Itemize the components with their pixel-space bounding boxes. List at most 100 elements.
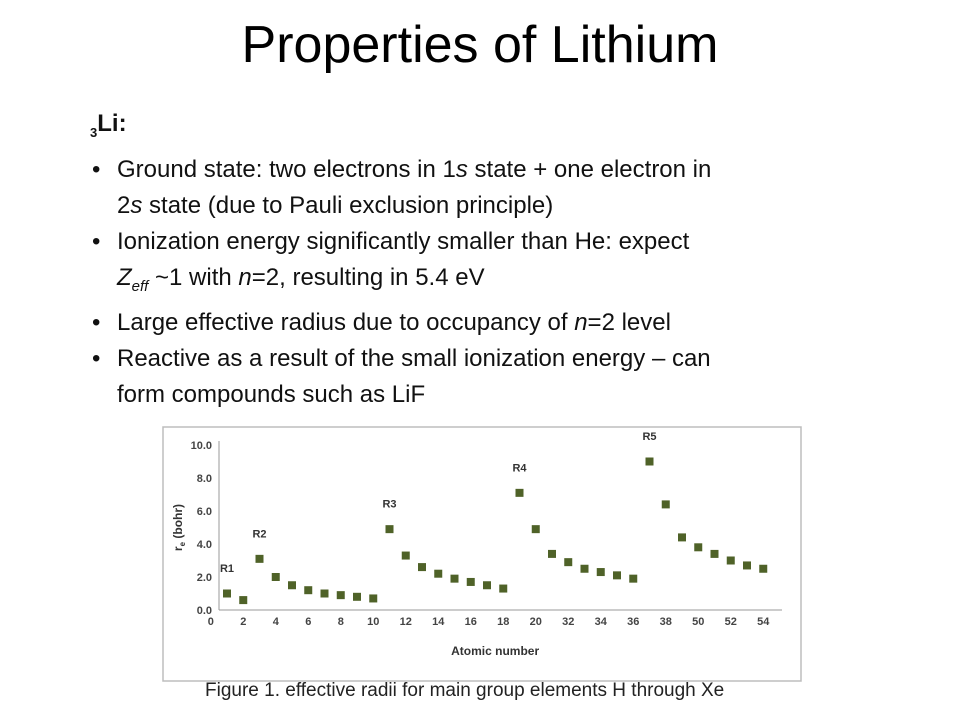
bullet-text: =2 level (587, 308, 671, 336)
chart-frame (162, 426, 802, 682)
bullet-text: state + one electron in (467, 155, 712, 183)
data-point-2 (239, 596, 248, 605)
data-point-32 (564, 558, 573, 567)
bullet-ground-state: • Ground state: two electrons in 1s stat… (90, 152, 890, 224)
data-point-16 (466, 577, 475, 586)
data-point-9 (353, 592, 361, 601)
data-point-51 (710, 549, 719, 558)
y-axis-label-unit: (bohr) (171, 504, 185, 542)
atomic-number-subscript: 3 (90, 124, 98, 140)
bullet-reactivity: • Reactive as a result of the small ioni… (90, 341, 890, 413)
x-tick-label: 12 (400, 616, 412, 628)
data-point-14 (434, 569, 443, 578)
italic-text: s (130, 191, 143, 219)
period-label-r4: R4 (512, 462, 527, 474)
data-point-35 (613, 571, 621, 580)
x-tick-label: 10 (367, 616, 379, 628)
data-point-4 (271, 573, 280, 581)
period-label-r1: R1 (220, 563, 234, 575)
data-point-12 (401, 551, 410, 560)
data-point-37 (645, 457, 654, 466)
bullet-effective-radius: • Large effective radius due to occupanc… (90, 305, 890, 341)
italic-text: Z (117, 263, 132, 291)
data-point-49 (678, 533, 686, 542)
italic-text: n (238, 263, 252, 291)
period-label-r2: R2 (252, 528, 266, 540)
italic-text: n (574, 308, 588, 336)
x-tick-label: 8 (338, 616, 344, 628)
x-tick-label: 2 (240, 616, 246, 628)
y-tick-label: 0.0 (197, 605, 212, 617)
x-tick-label: 38 (660, 616, 672, 628)
data-point-17 (483, 581, 491, 590)
bullet-ionization-energy: • Ionization energy significantly smalle… (90, 224, 890, 305)
element-symbol: Li (97, 110, 119, 137)
data-point-1 (223, 589, 231, 598)
italic-text: s (455, 155, 468, 183)
x-tick-label: 50 (692, 616, 704, 628)
data-point-33 (580, 564, 589, 573)
x-tick-label: 4 (273, 616, 280, 628)
data-point-50 (694, 543, 703, 552)
data-point-53 (743, 561, 751, 570)
element-heading: 3Li: (90, 107, 890, 150)
figure-caption: Figure 1. effective radii for main group… (205, 680, 725, 701)
effective-radii-chart: 0.0 2.0 4.0 6.0 8.0 10.0 0 2 4 6 8 10 12 14 16 18 20 32 34… (162, 426, 802, 682)
x-tick-label: 52 (725, 616, 737, 628)
period-label-r3: R3 (382, 499, 396, 511)
data-point-6 (304, 586, 313, 595)
bullet-dot: • (92, 227, 101, 255)
y-tick-label: 6.0 (197, 506, 212, 518)
x-tick-label: 54 (757, 616, 770, 628)
data-point-15 (450, 574, 459, 583)
period-label-r5: R5 (642, 431, 656, 443)
data-point-10 (369, 594, 378, 603)
y-axis-label-subscript: e (178, 541, 187, 546)
bullet-text: Ionization energy significantly smaller … (117, 227, 690, 255)
data-point-11 (385, 525, 394, 534)
bullet-text: Large effective radius due to occupancy … (117, 308, 575, 336)
y-tick-label: 10.0 (191, 440, 212, 452)
x-tick-label: 0 (208, 616, 214, 628)
bullet-text: state (due to Pauli exclusion principle) (142, 191, 554, 219)
data-point-31 (548, 549, 556, 558)
bullet-text: Reactive as a result of the small ioniza… (117, 344, 711, 372)
bullet-text: ~1 with (148, 263, 239, 291)
data-point-13 (418, 563, 426, 572)
data-point-5 (288, 581, 296, 590)
x-tick-label: 36 (627, 616, 639, 628)
bullet-dot: • (92, 155, 101, 183)
y-tick-label: 4.0 (197, 539, 212, 551)
y-tick-label: 2.0 (197, 572, 212, 584)
x-tick-label: 14 (432, 616, 445, 628)
data-point-19 (515, 488, 524, 497)
x-tick-label: 16 (465, 616, 477, 628)
data-point-20 (531, 525, 540, 534)
bullet-dot: • (92, 308, 101, 336)
x-tick-label: 34 (595, 616, 608, 628)
x-tick-label: 6 (305, 616, 311, 628)
slide-content: 3Li: • Ground state: two electrons in 1s… (90, 107, 890, 413)
zeff-subscript: eff (131, 277, 149, 295)
bullet-text: 2 (117, 191, 131, 219)
x-tick-label: 32 (562, 616, 574, 628)
data-point-52 (726, 556, 735, 565)
data-point-36 (629, 574, 638, 583)
data-point-8 (336, 591, 345, 600)
y-tick-label: 8.0 (197, 473, 212, 485)
data-point-18 (499, 584, 508, 593)
data-point-3 (255, 554, 264, 563)
bullet-text: Ground state: two electrons in 1 (117, 155, 456, 183)
data-point-7 (320, 589, 329, 598)
data-point-34 (596, 568, 605, 577)
bullet-text: form compounds such as LiF (117, 380, 426, 408)
heading-colon: : (118, 110, 127, 137)
x-tick-label: 20 (530, 616, 542, 628)
data-point-54 (759, 564, 768, 573)
x-tick-label: 18 (497, 616, 509, 628)
slide-title: Properties of Lithium (241, 16, 719, 74)
data-point-38 (661, 500, 670, 509)
y-axis-label: re (bohr) (171, 504, 187, 551)
bullet-text: =2, resulting in 5.4 eV (251, 263, 485, 291)
y-axis-label-main: r (171, 546, 185, 551)
